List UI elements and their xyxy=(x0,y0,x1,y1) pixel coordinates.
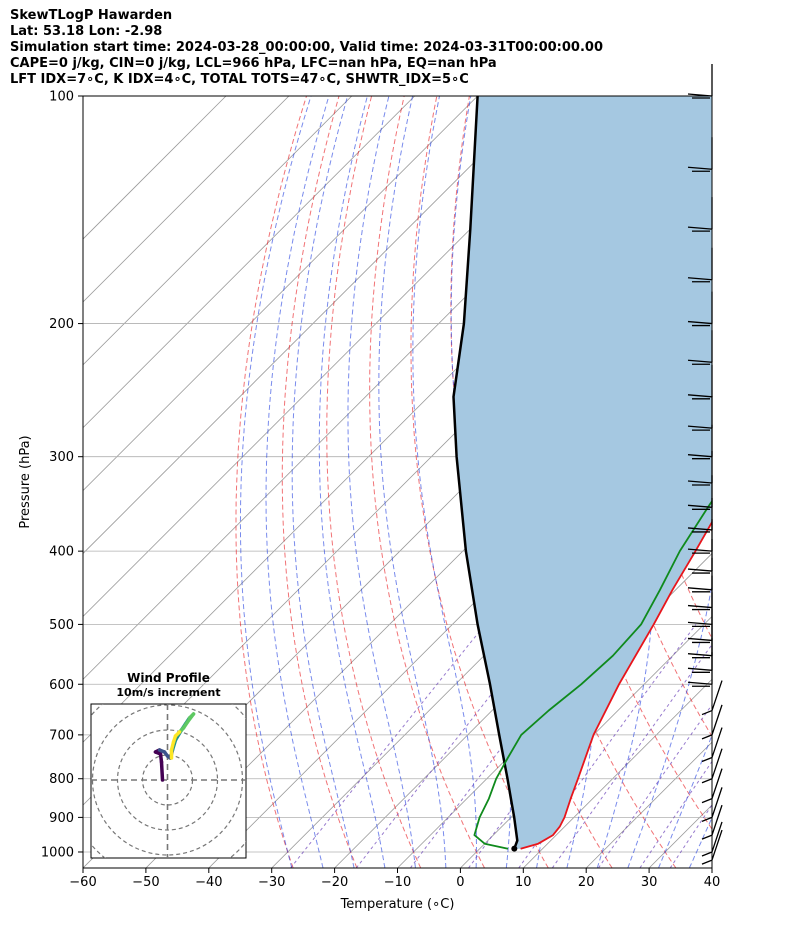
dry-adiabat-line xyxy=(369,96,485,868)
header-line-indices: LFT IDX=7∘C, K IDX=4∘C, TOTAL TOTS=47∘C,… xyxy=(10,72,469,87)
isotherm-line xyxy=(83,96,290,303)
y-axis-label: Pressure (hPa) xyxy=(18,435,33,528)
moist-adiabat-line xyxy=(239,96,312,868)
plot-area xyxy=(83,96,794,868)
header-line-cape: CAPE=0 j/kg, CIN=0 j/kg, LCL=966 hPa, LF… xyxy=(10,56,497,71)
hodograph-subtitle: 10m/s increment xyxy=(116,686,220,699)
y-tick-label: 400 xyxy=(49,545,74,560)
y-tick-label: 900 xyxy=(49,811,74,826)
hodograph-trace-segment xyxy=(159,760,165,782)
y-tick-label: 800 xyxy=(49,772,74,787)
wind-barb xyxy=(701,829,723,865)
wind-barb xyxy=(687,652,713,687)
dry-adiabat-line xyxy=(730,96,794,868)
x-tick-label: −30 xyxy=(258,875,285,890)
moist-adiabat-line xyxy=(720,96,794,868)
x-tick-label: −50 xyxy=(132,875,159,890)
isotherm-line xyxy=(83,96,415,429)
dewpoint-profile-line xyxy=(473,499,712,850)
wind-barb xyxy=(687,557,713,593)
wind-barb xyxy=(687,247,713,283)
mixing-ratio-line xyxy=(355,624,547,868)
isotherm-line xyxy=(711,867,712,868)
wind-barb xyxy=(701,748,723,784)
x-tick-label: 40 xyxy=(704,875,721,890)
wind-barb xyxy=(687,291,713,327)
wind-barb xyxy=(687,64,713,99)
moist-adiabat-line xyxy=(265,96,330,868)
x-tick-label: 10 xyxy=(515,875,532,890)
mixing-ratio-line xyxy=(639,760,712,868)
header-line-times: Simulation start time: 2024-03-28_00:00:… xyxy=(10,40,603,55)
moist-adiabat-line xyxy=(347,96,416,868)
parcel-start-marker xyxy=(511,845,518,852)
isotherm-line xyxy=(775,96,794,868)
header-line-location: Lat: 53.18 Lon: -2.98 xyxy=(10,24,163,39)
y-tick-label: 700 xyxy=(49,728,74,743)
y-tick-label: 200 xyxy=(49,317,74,332)
wind-barb xyxy=(701,787,723,822)
hodograph-title: Wind Profile xyxy=(127,671,210,685)
wind-barb xyxy=(687,396,713,431)
hodograph-frame xyxy=(90,703,247,859)
x-tick-label: 0 xyxy=(456,875,464,890)
isotherm-line xyxy=(83,96,478,492)
moist-adiabat-line xyxy=(378,96,447,868)
y-tick-label: 300 xyxy=(49,450,74,465)
y-tick-label: 500 xyxy=(49,618,74,633)
x-tick-label: −10 xyxy=(384,875,411,890)
y-tick-label: 600 xyxy=(49,678,74,693)
wind-barbs xyxy=(687,64,723,865)
wind-barb xyxy=(701,680,723,716)
wind-barb xyxy=(701,768,723,804)
isotherm-line xyxy=(83,96,353,366)
parcel-profile-line xyxy=(452,96,519,850)
wind-barb xyxy=(701,804,723,840)
isotherm-line xyxy=(83,96,541,555)
moist-adiabat-line xyxy=(291,96,355,868)
x-tick-label: −60 xyxy=(69,875,96,890)
wind-barb xyxy=(687,137,713,172)
dry-adiabat-line xyxy=(281,96,358,868)
isotherm-line xyxy=(83,96,227,240)
wind-barb xyxy=(701,704,723,740)
chart-header: SkewTLogP Hawarden Lat: 53.18 Lon: -2.98… xyxy=(10,8,603,88)
moist-adiabat-line xyxy=(412,96,477,868)
dry-adiabat-line xyxy=(235,96,307,868)
wind-barb xyxy=(687,330,713,365)
wind-barb xyxy=(687,197,713,232)
x-axis-label: Temperature (∘C) xyxy=(340,897,455,912)
mixing-ratio-line xyxy=(597,703,712,868)
y-tick-label: 1000 xyxy=(41,845,74,860)
mixing-ratio-line xyxy=(551,643,712,868)
x-tick-label: 20 xyxy=(578,875,595,890)
temperature-profile-line xyxy=(520,520,712,850)
x-tick-label: −20 xyxy=(321,875,348,890)
y-tick-label: 100 xyxy=(49,90,74,105)
x-tick-label: −40 xyxy=(195,875,222,890)
header-line-station: SkewTLogP Hawarden xyxy=(10,8,173,23)
mixing-ratio-line xyxy=(669,804,712,868)
moist-adiabat-line xyxy=(318,96,386,868)
mixing-ratio-line xyxy=(290,624,486,868)
cin-shaded-area xyxy=(453,96,712,849)
x-tick-label: 30 xyxy=(641,875,658,890)
wind-barb xyxy=(701,727,723,763)
moist-adiabat-line xyxy=(627,96,712,868)
isotherm-line xyxy=(334,490,712,868)
wind-barb xyxy=(687,364,713,400)
isotherm-line xyxy=(523,678,712,868)
wind-barb xyxy=(701,821,723,857)
dry-adiabat-line xyxy=(763,96,794,868)
moist-adiabat-line xyxy=(658,733,712,868)
